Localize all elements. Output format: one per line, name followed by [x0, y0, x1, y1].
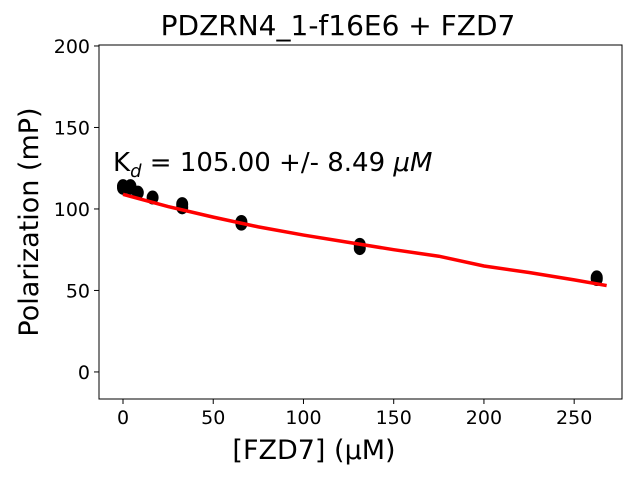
x-tick-label: 50	[201, 407, 225, 429]
x-tick-label: 0	[117, 407, 129, 429]
kd-annotation: Kd = 105.00 +/- 8.49 μM	[113, 148, 432, 182]
y-tick-label: 200	[54, 36, 90, 58]
x-tick-label: 250	[556, 407, 592, 429]
x-tick-label: 200	[466, 407, 502, 429]
y-tick-label: 0	[78, 362, 90, 384]
x-axis-label: [FZD7] (μM)	[232, 435, 395, 466]
y-tick-label: 100	[54, 199, 90, 221]
x-tick-label: 100	[285, 407, 321, 429]
y-tick-label: 50	[66, 280, 90, 302]
fit-curve	[122, 192, 607, 288]
plot-frame	[98, 44, 623, 400]
y-tick-label: 150	[54, 117, 90, 139]
y-axis-label: Polarization (mP)	[14, 107, 45, 336]
x-tick-label: 150	[376, 407, 412, 429]
chart-title: PDZRN4_1-f16E6 + FZD7	[161, 9, 516, 42]
